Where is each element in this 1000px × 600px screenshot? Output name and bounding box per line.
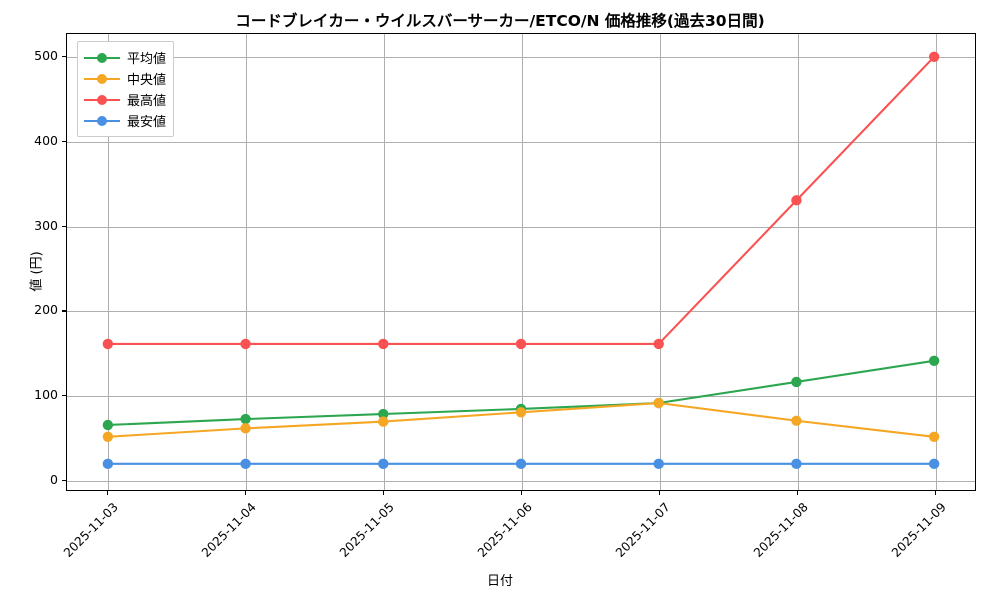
gridline-vertical (245, 34, 247, 490)
data-point (791, 195, 802, 206)
legend-label: 中央値 (127, 73, 167, 88)
data-point (653, 397, 664, 409)
plot-inner (67, 34, 975, 490)
data-point (515, 458, 527, 470)
data-point (102, 458, 114, 470)
y-tick-mark (62, 310, 66, 312)
x-tick-mark (659, 491, 661, 495)
legend-item-3[interactable]: 最高値 (84, 89, 166, 110)
series-3 (102, 51, 940, 350)
x-tick-mark (244, 491, 247, 495)
data-point (102, 419, 114, 431)
data-point (378, 416, 389, 427)
data-point (928, 431, 940, 442)
data-point (653, 338, 664, 350)
legend-item-1[interactable]: 平均値 (84, 47, 166, 68)
chart-legend: 平均値中央値最高値最安値 (77, 41, 175, 137)
gridline-vertical (936, 34, 938, 490)
legend-label: 最安値 (127, 115, 167, 130)
gridline-horizontal (67, 480, 975, 482)
y-axis-label: 値 (円) (29, 251, 45, 292)
data-point (515, 338, 527, 350)
y-tick-label: 100 (34, 387, 58, 403)
y-tick-mark (62, 140, 66, 142)
data-point (240, 423, 251, 434)
x-tick-mark (106, 491, 109, 495)
y-tick-label: 200 (34, 302, 58, 318)
data-point (378, 458, 389, 470)
data-point (378, 408, 389, 420)
series-4 (102, 458, 940, 470)
series-2 (102, 397, 940, 442)
x-tick-mark (521, 491, 523, 495)
data-point (928, 51, 940, 62)
x-tick-label: 2025-11-03 (60, 500, 121, 560)
gridline-vertical (107, 34, 109, 490)
gridline-horizontal (67, 56, 975, 58)
x-tick-label: 2025-11-07 (612, 500, 673, 560)
legend-item-2[interactable]: 中央値 (84, 68, 166, 89)
legend-label: 平均値 (127, 52, 167, 67)
legend-swatch-icon (84, 51, 120, 64)
y-tick-label: 0 (50, 471, 58, 487)
legend-label: 最高値 (127, 94, 167, 109)
gridline-horizontal (67, 396, 975, 398)
gridline-horizontal (67, 141, 975, 143)
y-tick-mark (62, 225, 66, 227)
data-point (928, 458, 940, 470)
y-tick-label: 400 (34, 132, 58, 148)
legend-swatch-icon (84, 72, 120, 85)
gridline-horizontal (67, 226, 975, 228)
gridline-vertical (522, 34, 523, 490)
x-tick-mark (935, 491, 937, 495)
data-point (240, 413, 251, 425)
data-point (791, 458, 802, 470)
data-point (240, 338, 251, 350)
gridline-horizontal (67, 311, 975, 313)
x-tick-label: 2025-11-09 (888, 500, 949, 560)
series-1 (102, 355, 940, 431)
data-point (791, 376, 802, 388)
data-point (653, 458, 664, 470)
x-axis-label: 日付 (486, 574, 513, 589)
chart-title: コードブレイカー・ウイルスバーサーカー/ETCO/N 価格推移(過去30日間) (235, 12, 765, 30)
data-point (791, 415, 802, 426)
legend-swatch-icon (84, 93, 120, 106)
x-tick-label: 2025-11-04 (198, 500, 259, 560)
data-point (240, 458, 251, 470)
plot-area (66, 33, 976, 491)
gridline-vertical (660, 34, 662, 490)
data-point (515, 407, 527, 418)
x-tick-label: 2025-11-06 (474, 500, 535, 560)
legend-item-4[interactable]: 最安値 (84, 110, 166, 131)
gridline-vertical (383, 34, 385, 490)
x-tick-mark (797, 491, 799, 495)
y-tick-mark (62, 395, 66, 397)
y-tick-label: 300 (34, 217, 58, 233)
data-point (102, 431, 114, 442)
y-tick-mark (62, 479, 66, 482)
y-tick-label: 500 (34, 47, 58, 63)
y-tick-mark (62, 55, 66, 58)
data-point (102, 338, 114, 350)
x-tick-label: 2025-11-05 (336, 500, 397, 560)
data-point (928, 355, 940, 366)
series-line (106, 55, 936, 345)
x-tick-mark (382, 491, 385, 495)
gridline-vertical (798, 34, 800, 490)
x-tick-label: 2025-11-08 (750, 500, 811, 560)
data-point (378, 338, 389, 350)
legend-swatch-icon (84, 114, 120, 127)
series-layer (102, 51, 940, 470)
